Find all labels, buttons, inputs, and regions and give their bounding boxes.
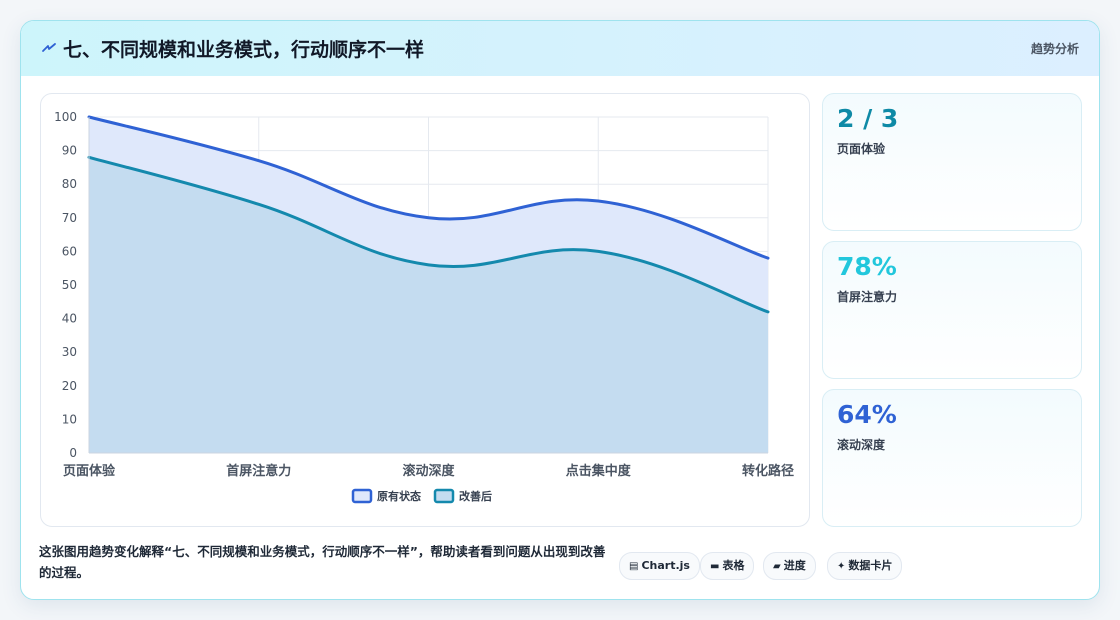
chip-chartjs[interactable]: ▤ Chart.js (619, 552, 700, 580)
table-icon: ▬ (710, 561, 720, 572)
stat-label: 首屏注意力 (837, 290, 898, 304)
chart-card: 七、不同规模和业务模式，行动顺序不一样 趋势分析 0 10 20 30 40 50 60 70… (20, 20, 1100, 600)
legend-label: 原有状态 (377, 489, 421, 503)
legend-swatch (433, 488, 455, 504)
stat-label: 页面体验 (837, 142, 886, 156)
x-tick-label: 点击集中度 (566, 463, 632, 479)
x-tick-label: 转化路径 (742, 463, 794, 479)
x-tick-label: 首屏注意力 (226, 463, 291, 479)
chip-table[interactable]: ▬ 表格 (700, 552, 755, 580)
y-tick-label: 90 (62, 144, 77, 158)
legend-swatch (351, 488, 373, 504)
lightning-icon (42, 43, 56, 52)
stat-value: 64% (837, 400, 897, 429)
stat-card-scroll-depth: 64% 滚动深度 (822, 389, 1082, 527)
y-tick-label: 10 (62, 412, 77, 426)
y-tick-label: 20 (62, 379, 77, 393)
stat-card-page-experience: 2 / 3 页面体验 (822, 93, 1082, 231)
chart-icon: ▤ (629, 561, 639, 572)
stat-card-first-screen-attention: 78% 首屏注意力 (822, 241, 1082, 379)
stat-value: 2 / 3 (837, 104, 899, 133)
page-title: 七、不同规模和业务模式，行动顺序不一样 (63, 39, 425, 61)
sparkle-icon: ✦ (837, 561, 846, 572)
area-fill-2 (89, 157, 768, 453)
card-header: 七、不同规模和业务模式，行动顺序不一样 趋势分析 (21, 21, 1099, 76)
chip-label: 表格 (722, 559, 745, 572)
stat-label: 滚动深度 (837, 438, 886, 452)
y-tick-label: 0 (69, 446, 77, 460)
progress-icon: ▰ (773, 561, 781, 572)
y-tick-label: 100 (54, 110, 77, 124)
chart-panel: 0 10 20 30 40 50 60 70 80 90 100 页面体验 首屏注意力 滚动深度 点击集中度… (40, 93, 810, 527)
y-tick-label: 70 (62, 211, 77, 225)
y-tick-label: 30 (62, 345, 77, 359)
chip-label: Chart.js (641, 559, 690, 572)
trend-analysis-tag[interactable]: 趋势分析 (1030, 42, 1079, 56)
x-tick-label: 页面体验 (63, 463, 116, 479)
y-tick-label: 60 (62, 244, 77, 258)
chart-description: 这张图用趋势变化解释“七、不同规模和业务模式，行动顺序不一样”，帮助读者看到问题… (39, 544, 606, 580)
y-tick-label: 40 (62, 312, 77, 326)
stat-value: 78% (837, 252, 897, 281)
chip-progress[interactable]: ▰ 进度 (763, 552, 816, 580)
chip-data-card[interactable]: ✦ 数据卡片 (827, 552, 903, 580)
y-tick-label: 50 (62, 278, 77, 292)
y-tick-label: 80 (62, 177, 77, 191)
chip-label: 数据卡片 (848, 559, 893, 572)
x-tick-label: 滚动深度 (402, 463, 455, 479)
chip-label: 进度 (783, 559, 806, 572)
legend-label: 改善后 (459, 489, 492, 503)
area-chart: 0 10 20 30 40 50 60 70 80 90 100 页面体验 首屏注意力 滚动深度 点击集中度… (54, 110, 794, 504)
